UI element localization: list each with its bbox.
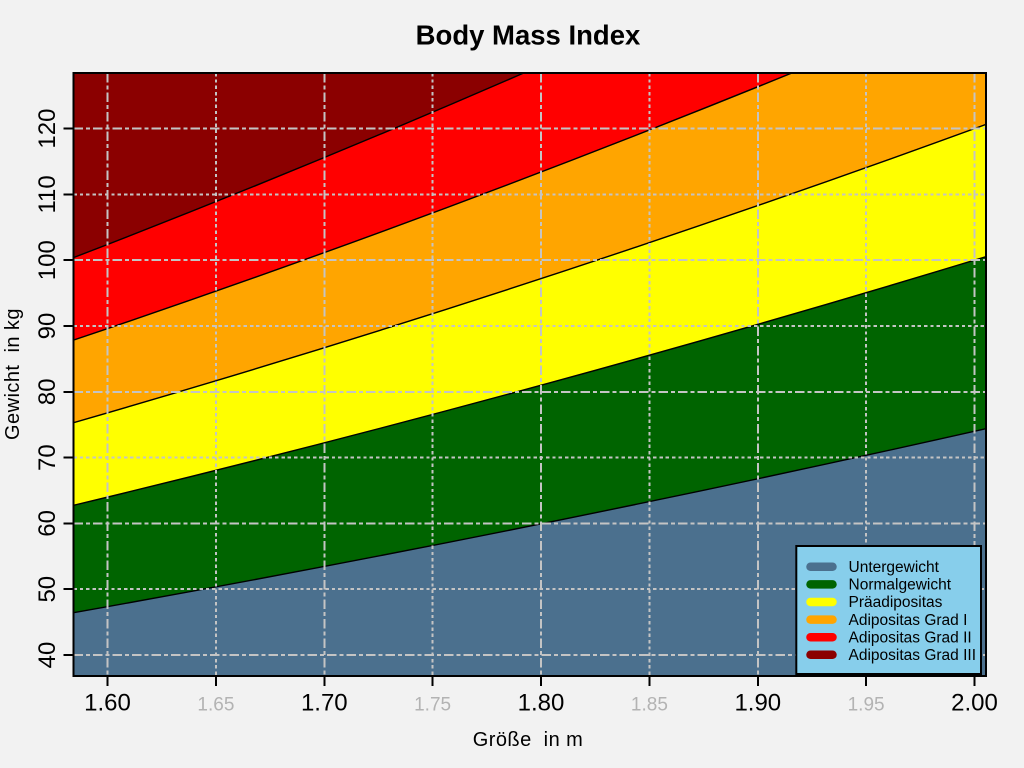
svg-text:1.75: 1.75 xyxy=(414,695,451,716)
svg-text:Adipositas Grad I: Adipositas Grad I xyxy=(849,612,968,629)
svg-text:Normalgewicht: Normalgewicht xyxy=(849,577,952,594)
svg-text:Adipositas Grad II: Adipositas Grad II xyxy=(849,629,972,646)
svg-text:Adipositas Grad III: Adipositas Grad III xyxy=(849,647,977,664)
svg-text:120: 120 xyxy=(34,109,61,149)
svg-text:1.85: 1.85 xyxy=(631,695,668,716)
svg-text:40: 40 xyxy=(34,642,61,669)
svg-text:Body Mass Index: Body Mass Index xyxy=(416,20,641,51)
svg-text:90: 90 xyxy=(34,313,61,340)
svg-text:Größe in m: Größe in m xyxy=(473,729,584,751)
svg-text:2.00: 2.00 xyxy=(951,690,998,717)
svg-text:70: 70 xyxy=(34,444,61,471)
svg-text:1.65: 1.65 xyxy=(197,695,234,716)
svg-text:Präadipositas: Präadipositas xyxy=(849,594,943,611)
svg-text:80: 80 xyxy=(34,378,61,405)
svg-text:1.70: 1.70 xyxy=(301,690,348,717)
svg-text:110: 110 xyxy=(34,175,61,213)
svg-text:100: 100 xyxy=(34,240,61,280)
svg-text:1.60: 1.60 xyxy=(84,690,131,717)
svg-text:1.90: 1.90 xyxy=(734,690,781,717)
svg-text:1.80: 1.80 xyxy=(518,690,565,717)
svg-text:60: 60 xyxy=(34,510,61,537)
svg-text:1.95: 1.95 xyxy=(848,695,885,716)
svg-text:50: 50 xyxy=(34,576,61,603)
svg-text:Untergewicht: Untergewicht xyxy=(849,559,940,576)
svg-text:Gewicht in kg: Gewicht in kg xyxy=(2,308,24,440)
